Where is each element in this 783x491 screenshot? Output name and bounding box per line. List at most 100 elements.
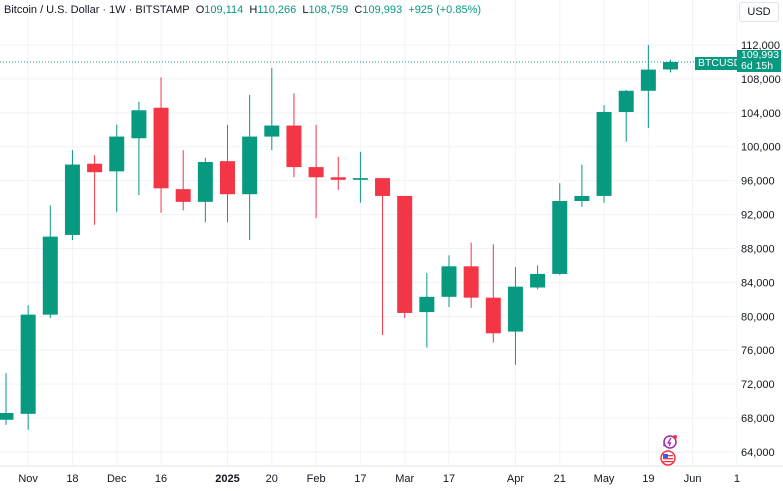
price-tick-label: 80,000 — [741, 311, 775, 323]
open-label: O — [195, 4, 205, 16]
time-tick-label: 16 — [155, 473, 167, 485]
currency-button[interactable]: USD — [739, 2, 779, 22]
time-tick-label: 18 — [66, 473, 78, 485]
candle-body — [375, 178, 391, 196]
time-tick-label: 1 — [734, 473, 740, 485]
candle — [20, 305, 36, 430]
candle — [485, 244, 501, 343]
bar-countdown: 6d 15h — [741, 60, 774, 72]
candle-body — [153, 107, 169, 189]
candle-body — [0, 412, 14, 420]
price-tick-label: 72,000 — [741, 379, 775, 391]
candle-body — [441, 266, 457, 297]
price-tick-label: 96,000 — [741, 176, 775, 188]
candle-body — [20, 314, 36, 414]
price-tick-label: 92,000 — [741, 210, 775, 222]
candle-body — [264, 125, 280, 137]
candle — [441, 255, 457, 308]
candle — [618, 89, 634, 142]
candle — [530, 265, 546, 290]
low-value: 108,759 — [308, 4, 349, 16]
candle-body — [640, 69, 656, 91]
price-tick-label: 104,000 — [741, 108, 781, 120]
candle-body — [42, 236, 58, 315]
candle — [330, 156, 346, 190]
candle-body — [618, 90, 634, 112]
candle — [264, 67, 280, 151]
open-value: 109,114 — [204, 4, 244, 16]
candle — [397, 195, 413, 319]
candle-body — [220, 161, 235, 195]
candle — [286, 93, 302, 178]
candle-body — [663, 62, 678, 70]
candle-body — [463, 266, 479, 298]
candle-body — [197, 162, 213, 202]
time-tick-label: 2025 — [215, 473, 239, 485]
candle — [574, 164, 590, 207]
candle-body — [109, 136, 125, 172]
candle — [242, 95, 258, 241]
time-axis-labels: Nov 18 Dec 16 2025 20 Feb 17 Mar 17 Apr 21 May 19 Jun 1 — [18, 473, 740, 485]
change-value: +925 (+0.85%) — [408, 4, 482, 16]
candle — [352, 151, 368, 203]
candle-body — [286, 125, 302, 168]
candle-body — [175, 189, 191, 202]
time-tick-label: 17 — [354, 473, 366, 485]
candle-body — [596, 111, 612, 196]
economic-event-icon[interactable] — [660, 434, 678, 450]
high-value: 110,266 — [257, 4, 297, 16]
candle — [375, 178, 391, 335]
candle-body — [330, 177, 346, 180]
candle-body — [131, 110, 147, 139]
candle — [64, 150, 80, 241]
time-axis[interactable] — [0, 466, 783, 491]
candle-body — [87, 163, 103, 173]
price-tick-label: 84,000 — [741, 277, 775, 289]
candle-body — [419, 296, 435, 313]
candle — [153, 77, 169, 213]
price-tick-label: 68,000 — [741, 413, 775, 425]
time-tick-label: 19 — [642, 473, 654, 485]
candle-body — [64, 164, 80, 235]
time-tick-label: 21 — [554, 473, 566, 485]
high-label: H — [249, 4, 258, 16]
last-price-tag: 109,993 6d 15h — [737, 50, 781, 72]
close-label: C — [354, 4, 363, 16]
price-tick-label: 108,000 — [741, 74, 781, 86]
time-tick-label: 20 — [266, 473, 278, 485]
candle — [552, 183, 568, 275]
candle-body — [397, 195, 413, 313]
candle — [220, 124, 235, 223]
candle — [131, 101, 147, 196]
candle-body — [352, 178, 368, 180]
time-tick-label: May — [594, 473, 615, 485]
grid — [0, 0, 738, 466]
candle — [419, 273, 435, 348]
us-flag-icon[interactable] — [660, 450, 676, 466]
price-tick-label: 112,000 — [741, 40, 780, 52]
time-tick-label: Dec — [107, 473, 127, 485]
candle — [507, 267, 523, 365]
symbol-legend: Bitcoin / U.S. Dollar · 1W · BITSTAMP O1… — [4, 4, 481, 16]
candle — [596, 105, 612, 203]
close-value: 109,993 — [362, 4, 403, 16]
candle-body — [308, 167, 324, 178]
candle — [109, 124, 125, 213]
candle — [640, 45, 656, 129]
candle-body — [507, 286, 523, 332]
candle — [308, 124, 324, 218]
symbol-price-tag: BTCUSD — [695, 57, 745, 70]
candle — [42, 205, 58, 319]
price-tick-label: 76,000 — [741, 345, 775, 357]
time-tick-label: Mar — [395, 473, 414, 485]
candle — [175, 150, 191, 211]
time-tick-label: Feb — [307, 473, 326, 485]
time-tick-label: 17 — [443, 473, 455, 485]
candle — [197, 157, 213, 223]
candle-body — [574, 195, 590, 202]
candle — [87, 155, 103, 225]
candle-body — [552, 201, 568, 274]
last-price: 109,993 — [741, 49, 779, 61]
candles — [0, 45, 678, 430]
